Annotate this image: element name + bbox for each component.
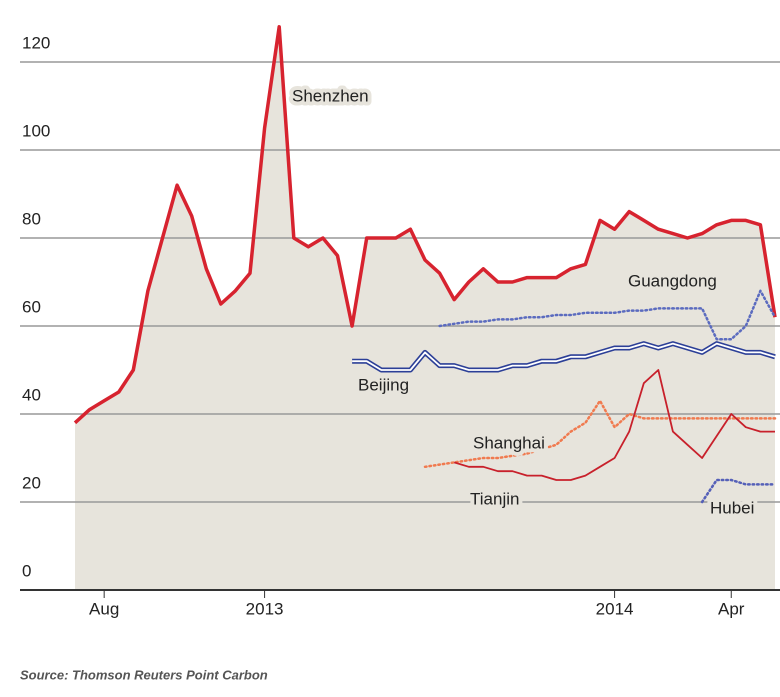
line [73,25,777,425]
y-tick-label: 0 [22,561,31,580]
y-tick-label: 20 [22,473,41,492]
series-label: Guangdong [628,271,717,290]
series-label: Shenzhen [292,86,369,105]
line [453,369,775,481]
y-tick-label: 100 [22,121,50,140]
series-label: Hubei [710,498,754,517]
series-label: Shanghai [473,433,545,452]
x-tick-label: 2014 [596,599,634,618]
line [438,289,777,341]
y-tick-label: 80 [22,209,41,228]
area [75,26,775,591]
source: Source: Thomson Reuters Point Carbon [20,667,268,682]
line-inner [352,342,776,371]
line [423,399,777,469]
y-tick-label: 60 [22,297,41,316]
x-tick-label: Apr [718,599,745,618]
line [700,478,777,504]
y-tick-label: 40 [22,385,41,404]
x-tick-label: Aug [89,599,119,618]
x-tick-label: 2013 [246,599,284,618]
series-label: Beijing [358,375,409,394]
y-tick-label: 120 [22,33,50,52]
series-label: Tianjin [470,489,519,508]
